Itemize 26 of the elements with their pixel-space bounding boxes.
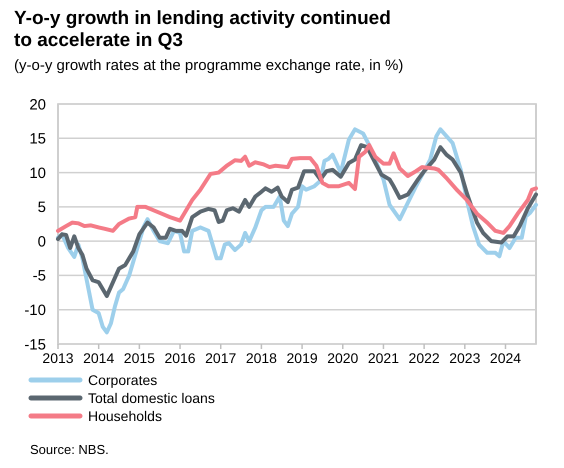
- source-note: Source: NBS.: [30, 442, 109, 457]
- legend-label: Corporates: [88, 372, 158, 388]
- line-series: [56, 143, 538, 235]
- x-tick-label: 2023: [449, 350, 481, 366]
- x-tick-label: 2014: [83, 350, 114, 366]
- y-tick-label: -10: [24, 302, 46, 319]
- chart-subtitle: (y-o-y growth rates at the programme exchange rate, in %): [14, 57, 404, 74]
- x-tick-label: 2019: [286, 350, 318, 366]
- x-tick-label: 2015: [124, 350, 156, 366]
- x-tick-label: 2017: [205, 350, 237, 366]
- chart-title: Y-o-y growth in lending activity continued to accelerate in Q3: [14, 8, 391, 51]
- y-tick-label: 15: [29, 130, 46, 148]
- line-series: [56, 143, 538, 298]
- legend-label: Households: [88, 408, 162, 424]
- y-tick-label: 20: [29, 96, 46, 114]
- x-tick-label: 2018: [246, 350, 278, 366]
- y-tick-label: 5: [38, 199, 46, 216]
- x-tick-label: 2016: [164, 350, 196, 366]
- x-tick-label: 2020: [327, 350, 359, 366]
- x-tick-label: 2024: [490, 350, 522, 366]
- x-tick-label: 2022: [408, 350, 440, 366]
- y-tick-label: -5: [32, 268, 46, 285]
- x-tick-label: 2021: [368, 350, 400, 366]
- y-tick-label: 0: [38, 233, 46, 250]
- y-tick-label: 10: [29, 164, 46, 182]
- legend-label: Total domestic loans: [88, 390, 215, 406]
